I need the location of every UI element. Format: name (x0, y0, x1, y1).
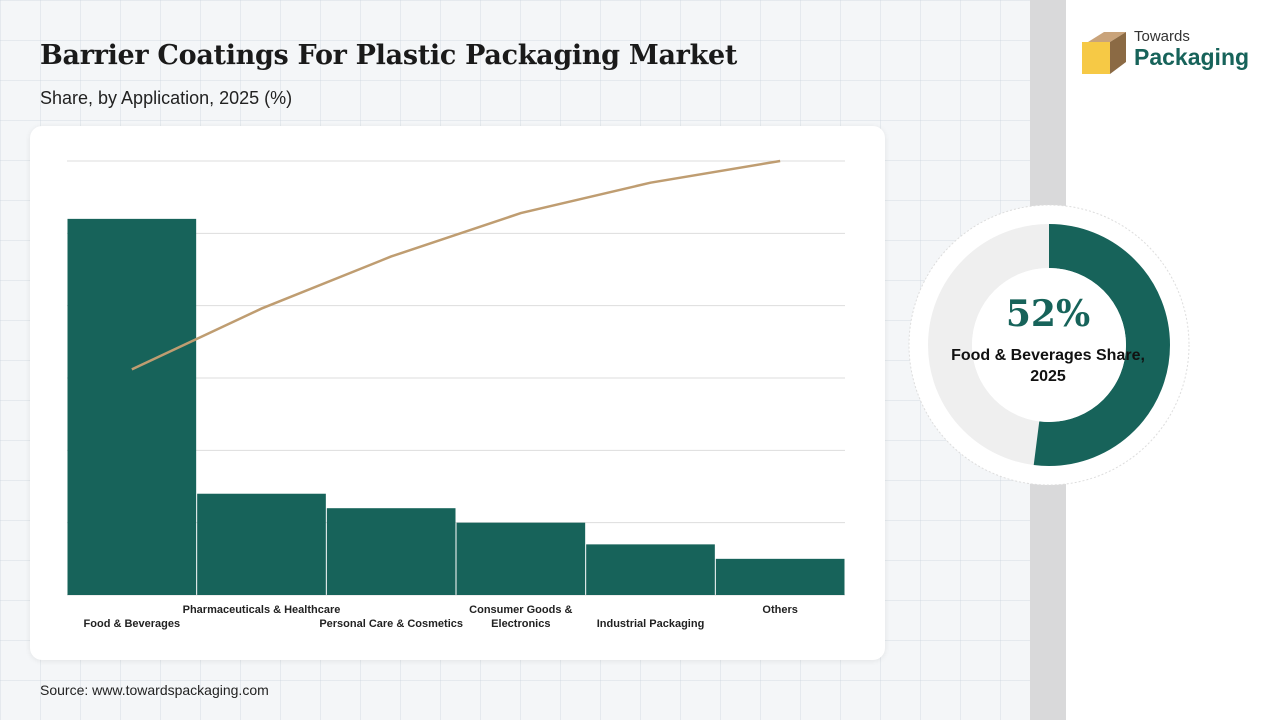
page-title: Barrier Coatings For Plastic Packaging M… (40, 40, 738, 71)
cumulative-line (131, 159, 781, 371)
source-note: Source: www.towardspackaging.com (40, 682, 269, 698)
category-label: Consumer Goods & Electronics (469, 604, 573, 630)
page-subtitle: Share, by Application, 2025 (%) (40, 88, 293, 108)
share-donut (908, 204, 1190, 486)
box-logo-icon (1082, 32, 1126, 74)
highlight-percent: 52% (1005, 293, 1091, 335)
category-label: Pharmaceuticals & Healthcare (182, 604, 341, 616)
donut-center (972, 268, 1126, 422)
donut-arc (928, 224, 1170, 466)
bar-4 (586, 544, 715, 595)
bar-0 (67, 218, 197, 595)
bar-5 (715, 558, 845, 595)
bar-2 (326, 508, 456, 595)
highlight-label: Food & Beverages Share, 2025 (951, 347, 1145, 385)
bar-1 (197, 493, 326, 595)
chart-card: Food & Beverages Pharmaceuticals & Health… (30, 126, 885, 660)
bar-chart (67, 159, 845, 596)
brand-logo[interactable]: Towards Packaging (1082, 28, 1262, 78)
logo-text-bottom: Packaging (1134, 44, 1250, 70)
bar-3 (456, 522, 586, 595)
category-label: Food & Beverages (83, 618, 181, 630)
logo-text-top: Towards (1134, 28, 1190, 45)
category-label: Personal Care & Cosmetics (319, 618, 463, 630)
category-label: Industrial Packaging (596, 618, 705, 630)
category-label: Others (762, 604, 798, 616)
